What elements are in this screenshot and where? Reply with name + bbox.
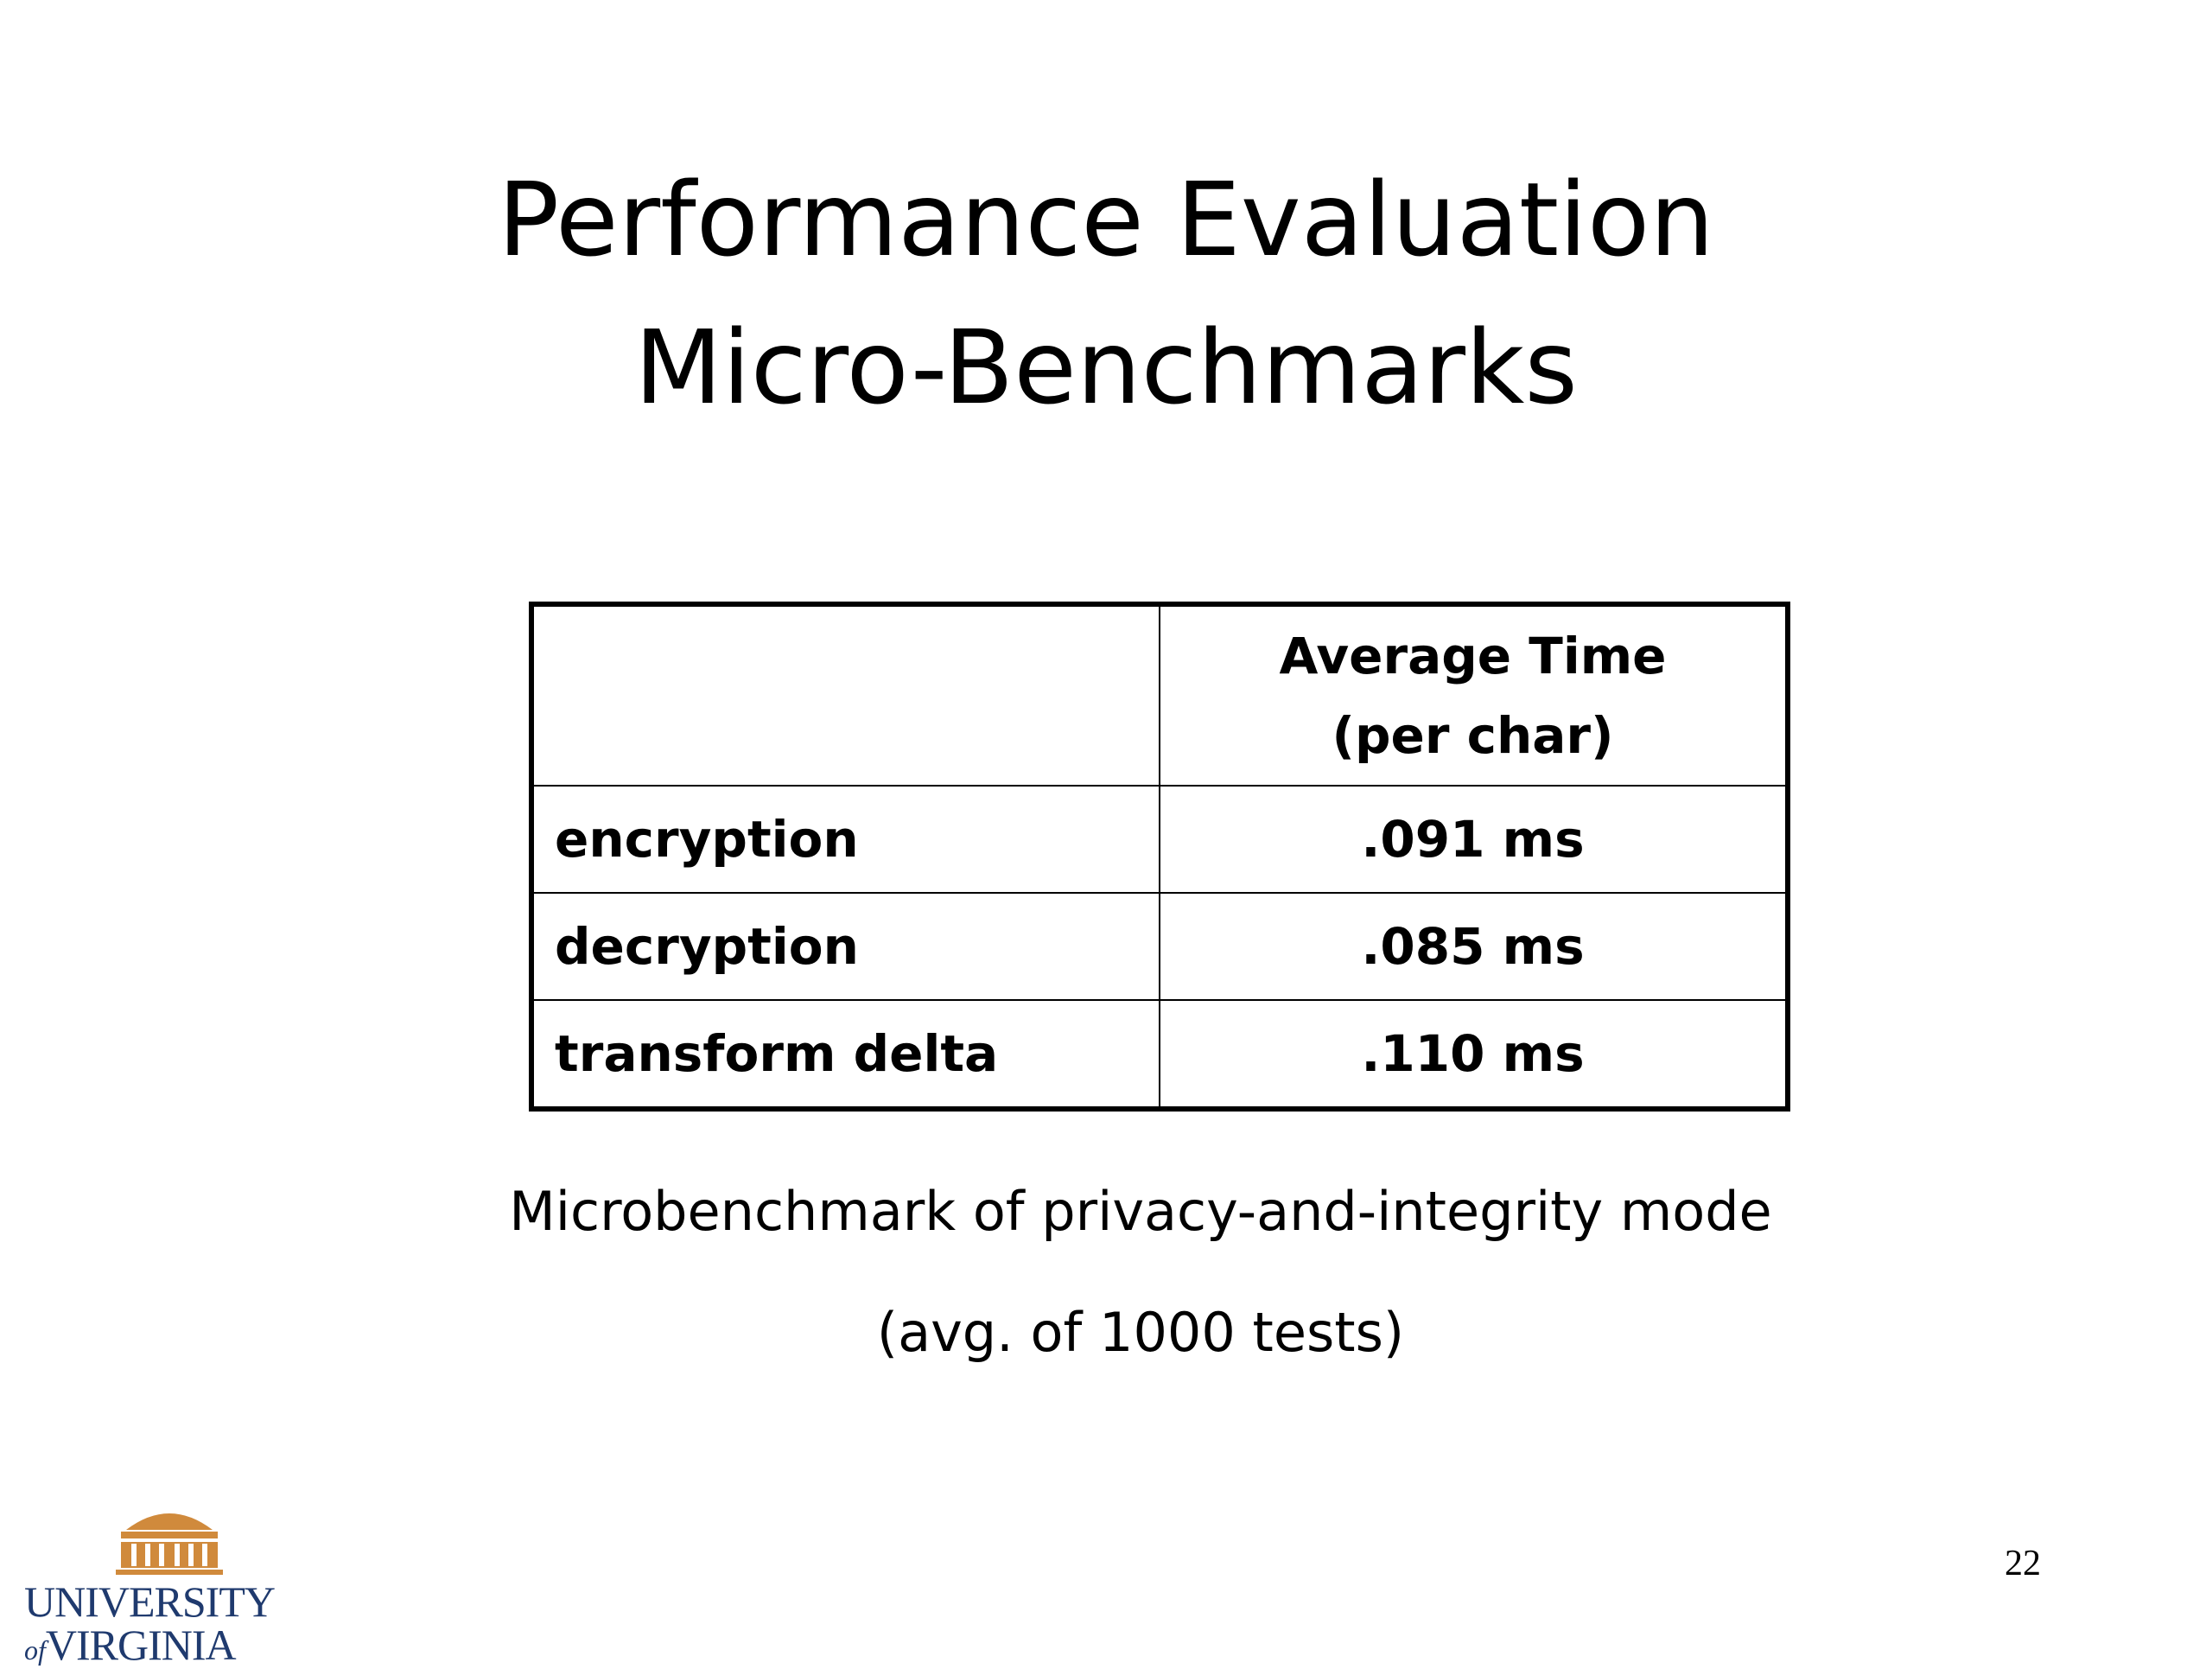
row-label: decryption [531,892,1160,1001]
logo-text: UNIVERSITY [24,1577,276,1626]
table-row: transform delta .110 ms [531,999,1789,1110]
row-value: .085 ms [1159,892,1789,1001]
rotunda-icon [116,1513,223,1575]
header-text: Average Time [1279,627,1667,685]
header-row: Average Time (per char) [531,603,1789,787]
row-value: .110 ms [1159,999,1789,1110]
logo-text: of [24,1634,46,1666]
table-body: encryption .091 ms decryption .085 ms transf… [531,785,1789,1110]
caption: Microbenchmark of privacy-and-integrity … [509,1180,1772,1243]
logo-text: VIRGINIA [45,1621,237,1669]
title-line: Micro-Benchmarks [634,308,1578,427]
header-cell [531,603,1160,787]
row-label: encryption [531,785,1160,894]
table-row: encryption .091 ms [531,785,1789,894]
row-value: .091 ms [1159,785,1789,894]
university-logo: UNIVERSITY ofVIRGINIA [24,1504,276,1669]
benchmark-table: Average Time (per char) encryption .091 ms… [529,602,1790,1112]
row-label: transform delta [531,999,1160,1110]
header-text: (per char) [1332,706,1614,765]
header-cell: Average Time (per char) [1159,603,1789,787]
page-number: 22 [2005,1544,2041,1583]
title-line: Performance Evaluation [498,160,1714,279]
table-row: decryption .085 ms [531,892,1789,1001]
caption: (avg. of 1000 tests) [876,1301,1405,1364]
